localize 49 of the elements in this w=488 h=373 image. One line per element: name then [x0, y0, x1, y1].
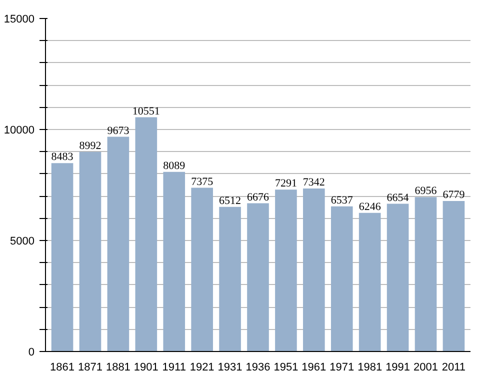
x-tick-label: 1951: [274, 362, 298, 373]
bar: [51, 163, 74, 352]
data-label: 10551: [132, 105, 160, 118]
data-label: 8992: [79, 140, 102, 152]
x-tick-label: 1936: [246, 362, 270, 373]
y-tick-label: 5000: [10, 236, 35, 248]
data-label: 6654: [386, 192, 410, 204]
x-tick-label: 2011: [442, 362, 466, 373]
bar: [330, 206, 353, 352]
bar: [247, 203, 269, 352]
data-label: 9673: [107, 124, 130, 137]
data-label: 8483: [51, 151, 74, 164]
x-tick-label: 1961: [302, 362, 326, 373]
y-tick-label: 0: [28, 346, 35, 358]
data-label: 6956: [414, 185, 438, 198]
bar: [79, 152, 102, 352]
bar: [386, 204, 409, 352]
x-tick-label: 2001: [414, 362, 438, 373]
bar: [219, 206, 241, 352]
bar: [442, 201, 465, 352]
y-tick-label: 15000: [4, 14, 35, 26]
data-label: 6246: [358, 200, 382, 213]
x-tick-label: 1991: [386, 362, 410, 373]
bar: [191, 188, 213, 352]
bar: [275, 190, 297, 352]
data-label: 7342: [302, 176, 325, 189]
y-tick-label: 10000: [4, 124, 35, 136]
x-tick-label: 1901: [134, 362, 158, 373]
x-tick-label: 1871: [78, 362, 102, 373]
data-label: 7375: [191, 176, 214, 188]
bar: [163, 172, 186, 352]
data-label: 6537: [330, 194, 354, 206]
data-label: 6512: [219, 194, 242, 207]
x-tick-label: 1881: [106, 362, 130, 373]
bar: [303, 188, 325, 352]
bar: [414, 197, 437, 352]
x-tick-label: 1911: [162, 362, 186, 373]
data-label: 6676: [247, 191, 270, 204]
data-label: 7291: [274, 178, 297, 190]
x-tick-label: 1921: [190, 362, 214, 373]
data-label: 8089: [163, 160, 186, 172]
x-tick-label: 1931: [218, 362, 242, 373]
bar: [358, 212, 381, 352]
data-label: 6779: [442, 189, 466, 202]
bar: [107, 136, 130, 352]
bar: [135, 117, 158, 352]
x-tick-label: 1981: [358, 362, 382, 373]
x-tick-label: 1861: [50, 362, 75, 373]
x-tick-label: 1971: [330, 362, 354, 373]
